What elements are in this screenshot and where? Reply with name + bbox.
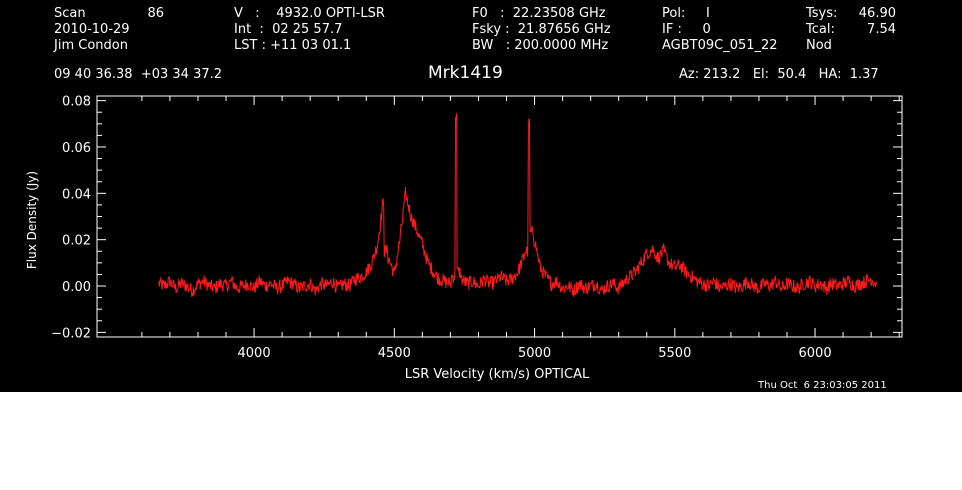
- y-axis-label: Flux Density (Jy): [25, 171, 39, 269]
- y-tick-label: 0.06: [62, 141, 91, 156]
- x-tick-label: 6000: [799, 346, 832, 361]
- scan-label: Scan: [54, 6, 86, 21]
- lst-readout: LST : +11 03 01.1: [234, 38, 352, 53]
- velocity-readout: V : 4932.0 OPTI-LSR: [234, 6, 385, 21]
- spectrum-trace-group: [158, 113, 878, 298]
- source-coordinates: 09 40 36.38 +03 34 37.2: [54, 67, 223, 82]
- tsys-value: 46.90: [858, 6, 896, 21]
- x-tick-label: 5000: [518, 346, 551, 361]
- plot-timestamp: Thu Oct 6 23:03:05 2011: [758, 380, 887, 391]
- y-tick-label: 0.02: [62, 234, 91, 249]
- observer-name: Jim Condon: [54, 38, 128, 53]
- y-tick-label: −0.02: [51, 326, 91, 341]
- integration-time: Int : 02 25 57.7: [234, 22, 343, 37]
- az-el-ha-readout: Az: 213.2 El: 50.4 HA: 1.37: [679, 67, 879, 82]
- bandwidth: BW : 200.0000 MHz: [472, 38, 609, 53]
- spectrum-canvas: Scan 86 2010-10-29 Jim Condon V : 4932.0…: [0, 0, 962, 392]
- if-number: IF : 0: [662, 22, 711, 37]
- observing-mode: Nod: [806, 38, 832, 53]
- sky-frequency: Fsky : 21.87656 GHz: [472, 22, 611, 37]
- plot-frame: [96, 95, 903, 338]
- spectrum-plot: 4000 4500 5000 5500 6000 −0.02 0.00 0.02 0.04 0.0…: [25, 95, 903, 382]
- tsys-label: Tsys:: [806, 6, 838, 21]
- y-tick-label: 0.08: [62, 95, 91, 110]
- x-tick-label: 4500: [378, 346, 411, 361]
- x-tick-label: 4000: [238, 346, 271, 361]
- tcal-label: Tcal:: [806, 22, 835, 37]
- y-tick-label: 0.04: [62, 187, 91, 202]
- obs-date: 2010-10-29: [54, 22, 130, 37]
- plot-axes: 4000 4500 5000 5500 6000 −0.02 0.00 0.02 0.04 0.0…: [51, 95, 903, 361]
- project-id: AGBT09C_051_22: [662, 38, 778, 53]
- scan-value: 86: [147, 6, 164, 21]
- spectrum-line: [158, 113, 878, 298]
- rest-frequency: F0 : 22.23508 GHz: [472, 6, 606, 21]
- x-tick-label: 5500: [658, 346, 691, 361]
- x-axis-label: LSR Velocity (km/s) OPTICAL: [405, 367, 590, 382]
- polarization: Pol: I: [662, 6, 710, 21]
- tcal-value: 7.54: [867, 22, 896, 37]
- y-tick-label: 0.00: [62, 280, 91, 295]
- source-name: Mrk1419: [428, 63, 503, 83]
